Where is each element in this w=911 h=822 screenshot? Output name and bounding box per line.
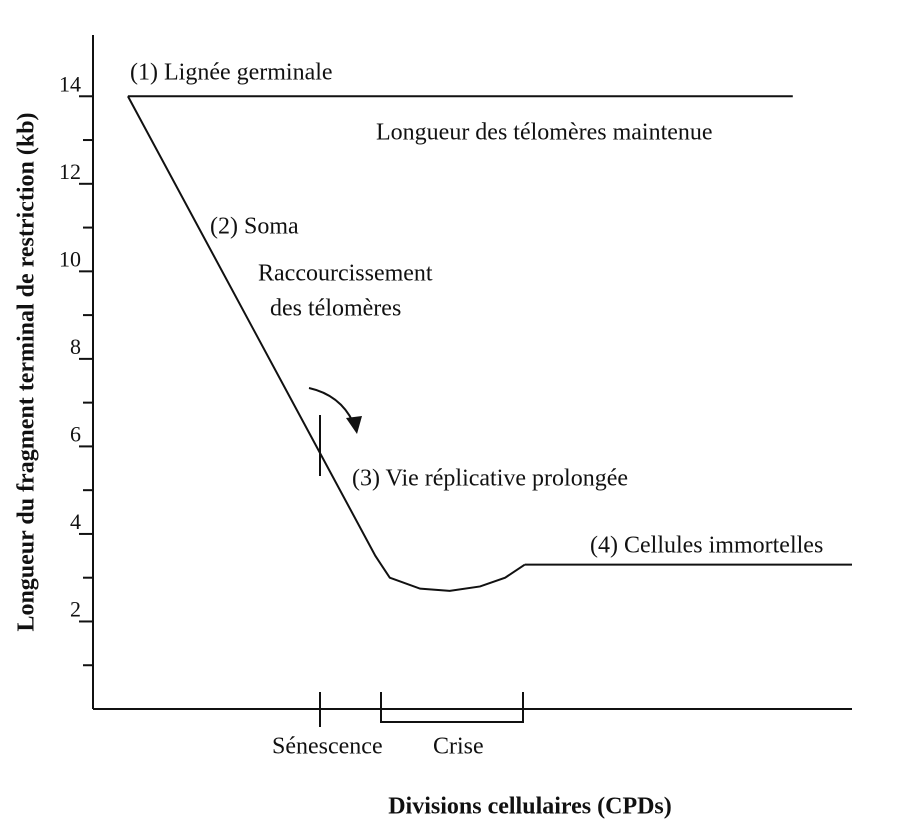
y-tick-label: 12 <box>59 159 81 184</box>
annotation: (3) Vie réplicative prolongée <box>352 466 628 492</box>
arrow-head <box>346 416 362 434</box>
y-tick-label: 2 <box>70 597 81 622</box>
y-tick-label: 6 <box>70 421 81 446</box>
crise-bracket <box>380 692 524 723</box>
annotation: (2) Soma <box>210 214 299 240</box>
y-tick-label: 4 <box>70 509 81 534</box>
x-marker-label: Crise <box>433 734 484 760</box>
line <box>127 95 526 592</box>
annotation: (1) Lignée germinale <box>130 60 333 86</box>
y-tick-label: 10 <box>59 246 81 271</box>
arrow <box>308 387 354 423</box>
annotation: des télomères <box>270 296 401 322</box>
annotation: Longueur des télomères maintenue <box>376 120 713 146</box>
annotation: Raccourcissement <box>258 261 433 287</box>
y-tick-label: 14 <box>59 71 81 96</box>
y-axis-label: Longueur du fragment terminal de restric… <box>14 112 40 631</box>
y-tick-label: 8 <box>70 334 81 359</box>
x-axis-label: Divisions cellulaires (CPDs) <box>388 794 672 820</box>
x-marker-label: Sénescence <box>272 734 383 760</box>
annotation: (4) Cellules immortelles <box>590 533 823 559</box>
